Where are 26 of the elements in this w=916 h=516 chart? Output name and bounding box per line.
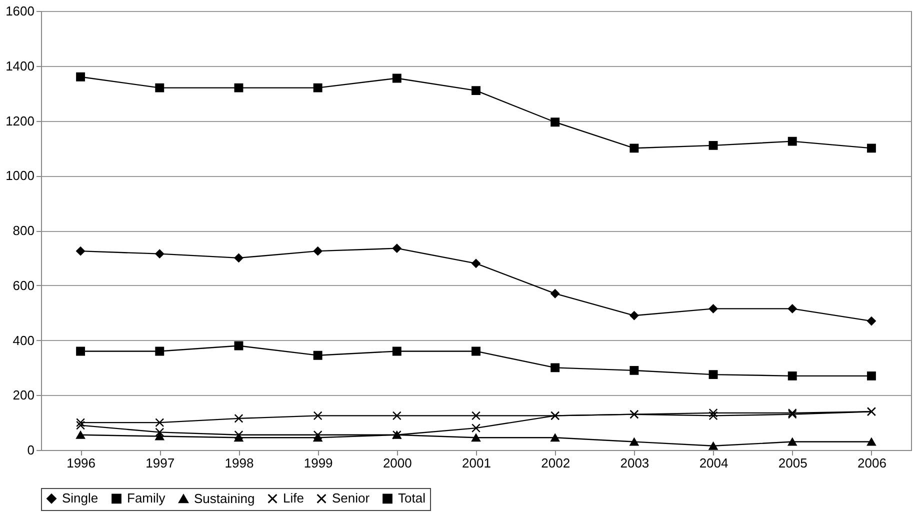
y-tick-label: 1000 xyxy=(6,168,34,184)
x-tick-label: 1996 xyxy=(66,456,96,470)
y-tick-label: 200 xyxy=(12,388,34,403)
y-tick-label: 1200 xyxy=(6,113,34,128)
legend-label: Single xyxy=(62,490,98,506)
y-tick-label: 1400 xyxy=(6,58,34,74)
y-tick-label: 400 xyxy=(12,332,34,348)
x-tick-label: 2000 xyxy=(382,456,412,470)
x-tick-label: 2005 xyxy=(778,456,808,470)
legend-label: Senior xyxy=(332,490,370,506)
legend-label: Life xyxy=(283,490,304,506)
y-tick-label: 1600 xyxy=(6,4,34,18)
x-tick-label: 2001 xyxy=(462,456,491,470)
x-tick-label: 2004 xyxy=(699,456,728,470)
x-tick-label: 1997 xyxy=(146,456,175,470)
x-tick-label: 1998 xyxy=(224,456,254,470)
y-tick-label: 0 xyxy=(27,442,34,458)
legend-label: Family xyxy=(127,490,166,506)
x-tick-label: 2003 xyxy=(620,456,650,470)
x-tick-label: 1999 xyxy=(304,456,333,470)
y-tick-label: 600 xyxy=(12,278,34,293)
x-tick-label: 2002 xyxy=(541,456,570,470)
y-tick-label: 800 xyxy=(12,223,34,238)
legend-label: Sustaining xyxy=(194,490,255,506)
x-tick-label: 2006 xyxy=(857,456,886,470)
legend-label: Total xyxy=(398,490,426,506)
